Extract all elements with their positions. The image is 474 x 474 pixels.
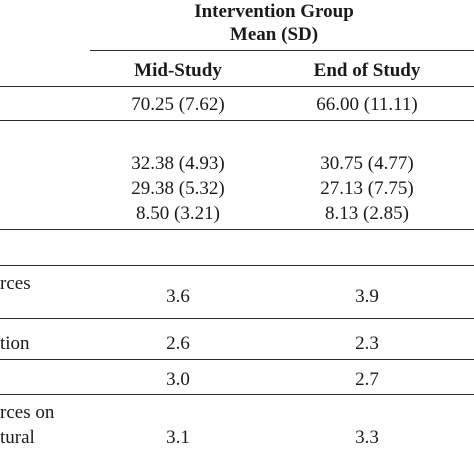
cell-end: 66.00 (11.11) <box>316 94 418 115</box>
cell-end: 2.3 <box>355 333 379 354</box>
row-label-fragment: tion <box>0 333 30 354</box>
cell-end: 8.13 (2.85) <box>325 203 409 224</box>
cell-mid: 2.6 <box>166 333 190 354</box>
row-divider <box>0 359 474 360</box>
row-divider <box>0 318 474 319</box>
row-label-fragment: rces on <box>0 402 55 423</box>
row-divider <box>0 394 474 395</box>
cell-mid: 32.38 (4.93) <box>131 153 225 174</box>
cell-mid: 3.6 <box>166 286 190 307</box>
header-group-rule <box>90 50 474 51</box>
column-header-end-of-study: End of Study <box>313 60 421 81</box>
column-header-mid-study: Mid-Study <box>134 60 222 81</box>
row-label-fragment: tural <box>0 427 35 448</box>
cell-mid: 70.25 (7.62) <box>131 94 225 115</box>
header-bottom-rule <box>0 86 474 87</box>
row-divider <box>0 120 474 121</box>
cell-mid: 8.50 (3.21) <box>136 203 220 224</box>
row-divider <box>0 265 474 266</box>
cell-end: 3.3 <box>355 427 379 448</box>
group-subtitle: Mean (SD) <box>229 24 319 45</box>
cell-end: 2.7 <box>355 369 379 390</box>
cell-end: 30.75 (4.77) <box>320 153 414 174</box>
group-title: Intervention Group <box>194 1 354 22</box>
cell-end: 3.9 <box>355 286 379 307</box>
cell-mid: 3.1 <box>166 427 190 448</box>
cell-mid: 3.0 <box>166 369 190 390</box>
row-label-fragment: rces <box>0 273 31 294</box>
row-divider <box>0 229 474 230</box>
cell-mid: 29.38 (5.32) <box>131 178 225 199</box>
cell-end: 27.13 (7.75) <box>320 178 414 199</box>
